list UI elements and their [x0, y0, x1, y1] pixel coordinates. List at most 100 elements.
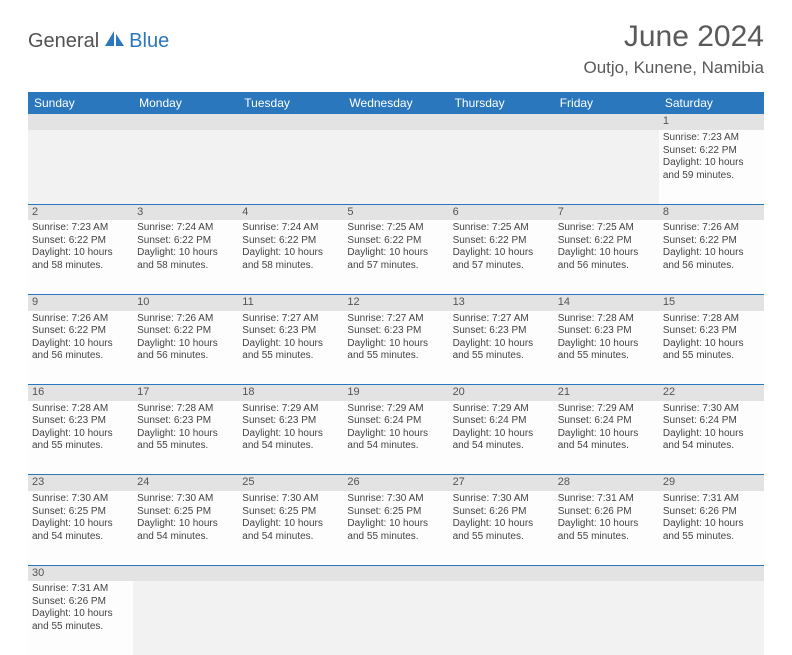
sunset-line: Sunset: 6:22 PM	[558, 235, 655, 248]
week-row: Sunrise: 7:31 AMSunset: 6:26 PMDaylight:…	[28, 581, 764, 655]
day-cell	[238, 581, 343, 655]
daylight-line: Daylight: 10 hours and 55 minutes.	[663, 518, 760, 543]
sunrise-line: Sunrise: 7:27 AM	[242, 313, 339, 326]
weekday-header: Thursday	[449, 92, 554, 114]
day-number-cell	[133, 114, 238, 130]
sunrise-line: Sunrise: 7:30 AM	[663, 403, 760, 416]
sunset-line: Sunset: 6:22 PM	[453, 235, 550, 248]
day-cell: Sunrise: 7:28 AMSunset: 6:23 PMDaylight:…	[554, 311, 659, 385]
sunrise-line: Sunrise: 7:26 AM	[663, 222, 760, 235]
daylight-line: Daylight: 10 hours and 57 minutes.	[347, 247, 444, 272]
day-cell: Sunrise: 7:23 AMSunset: 6:22 PMDaylight:…	[28, 220, 133, 294]
sunset-line: Sunset: 6:24 PM	[453, 415, 550, 428]
day-number-cell	[554, 565, 659, 581]
sunset-line: Sunset: 6:22 PM	[137, 235, 234, 248]
day-number-row: 2345678	[28, 204, 764, 220]
daylight-line: Daylight: 10 hours and 55 minutes.	[453, 338, 550, 363]
day-cell	[554, 581, 659, 655]
day-cell: Sunrise: 7:23 AMSunset: 6:22 PMDaylight:…	[659, 130, 764, 204]
day-number-cell: 8	[659, 204, 764, 220]
sunset-line: Sunset: 6:23 PM	[347, 325, 444, 338]
logo-sail-icon	[104, 30, 126, 53]
sunset-line: Sunset: 6:23 PM	[32, 415, 129, 428]
daylight-line: Daylight: 10 hours and 55 minutes.	[137, 428, 234, 453]
day-cell: Sunrise: 7:31 AMSunset: 6:26 PMDaylight:…	[554, 491, 659, 565]
day-cell: Sunrise: 7:28 AMSunset: 6:23 PMDaylight:…	[133, 401, 238, 475]
day-cell	[133, 581, 238, 655]
day-number-cell: 15	[659, 294, 764, 310]
daylight-line: Daylight: 10 hours and 55 minutes.	[558, 338, 655, 363]
sunrise-line: Sunrise: 7:30 AM	[32, 493, 129, 506]
daylight-line: Daylight: 10 hours and 56 minutes.	[137, 338, 234, 363]
day-number-cell: 3	[133, 204, 238, 220]
title-block: June 2024 Outjo, Kunene, Namibia	[584, 20, 765, 78]
sunrise-line: Sunrise: 7:27 AM	[347, 313, 444, 326]
sunrise-line: Sunrise: 7:29 AM	[558, 403, 655, 416]
sunrise-line: Sunrise: 7:28 AM	[137, 403, 234, 416]
sunset-line: Sunset: 6:23 PM	[558, 325, 655, 338]
sunrise-line: Sunrise: 7:29 AM	[453, 403, 550, 416]
sunset-line: Sunset: 6:22 PM	[347, 235, 444, 248]
day-number-row: 1	[28, 114, 764, 130]
daylight-line: Daylight: 10 hours and 56 minutes.	[663, 247, 760, 272]
daylight-line: Daylight: 10 hours and 55 minutes.	[347, 518, 444, 543]
sunset-line: Sunset: 6:24 PM	[558, 415, 655, 428]
day-cell: Sunrise: 7:30 AMSunset: 6:25 PMDaylight:…	[28, 491, 133, 565]
sunset-line: Sunset: 6:22 PM	[32, 235, 129, 248]
sunrise-line: Sunrise: 7:29 AM	[242, 403, 339, 416]
sunset-line: Sunset: 6:24 PM	[663, 415, 760, 428]
sunrise-line: Sunrise: 7:24 AM	[242, 222, 339, 235]
day-number-cell: 29	[659, 475, 764, 491]
day-cell: Sunrise: 7:24 AMSunset: 6:22 PMDaylight:…	[133, 220, 238, 294]
sunrise-line: Sunrise: 7:26 AM	[137, 313, 234, 326]
weekday-header-row: Sunday Monday Tuesday Wednesday Thursday…	[28, 92, 764, 114]
day-cell	[343, 581, 448, 655]
day-number-cell: 6	[449, 204, 554, 220]
sunrise-line: Sunrise: 7:31 AM	[558, 493, 655, 506]
day-number-cell: 10	[133, 294, 238, 310]
daylight-line: Daylight: 10 hours and 55 minutes.	[32, 608, 129, 633]
day-cell: Sunrise: 7:24 AMSunset: 6:22 PMDaylight:…	[238, 220, 343, 294]
sunset-line: Sunset: 6:22 PM	[663, 145, 760, 158]
weekday-header: Tuesday	[238, 92, 343, 114]
day-number-cell: 2	[28, 204, 133, 220]
daylight-line: Daylight: 10 hours and 57 minutes.	[453, 247, 550, 272]
day-cell: Sunrise: 7:31 AMSunset: 6:26 PMDaylight:…	[659, 491, 764, 565]
daylight-line: Daylight: 10 hours and 54 minutes.	[137, 518, 234, 543]
sunrise-line: Sunrise: 7:23 AM	[663, 132, 760, 145]
daylight-line: Daylight: 10 hours and 55 minutes.	[32, 428, 129, 453]
daylight-line: Daylight: 10 hours and 58 minutes.	[137, 247, 234, 272]
day-number-cell	[343, 565, 448, 581]
day-number-cell: 22	[659, 385, 764, 401]
day-cell: Sunrise: 7:28 AMSunset: 6:23 PMDaylight:…	[659, 311, 764, 385]
day-number-cell: 19	[343, 385, 448, 401]
calendar-table: Sunday Monday Tuesday Wednesday Thursday…	[28, 92, 764, 655]
day-number-cell	[343, 114, 448, 130]
sunset-line: Sunset: 6:23 PM	[242, 415, 339, 428]
day-cell: Sunrise: 7:29 AMSunset: 6:24 PMDaylight:…	[343, 401, 448, 475]
logo-text-blue: Blue	[129, 30, 169, 53]
day-number-cell	[238, 565, 343, 581]
day-cell: Sunrise: 7:30 AMSunset: 6:26 PMDaylight:…	[449, 491, 554, 565]
sunrise-line: Sunrise: 7:29 AM	[347, 403, 444, 416]
day-cell	[238, 130, 343, 204]
sunset-line: Sunset: 6:25 PM	[347, 506, 444, 519]
weekday-header: Wednesday	[343, 92, 448, 114]
day-cell: Sunrise: 7:29 AMSunset: 6:24 PMDaylight:…	[449, 401, 554, 475]
day-cell: Sunrise: 7:26 AMSunset: 6:22 PMDaylight:…	[28, 311, 133, 385]
day-cell: Sunrise: 7:26 AMSunset: 6:22 PMDaylight:…	[133, 311, 238, 385]
day-number-cell: 18	[238, 385, 343, 401]
week-row: Sunrise: 7:23 AMSunset: 6:22 PMDaylight:…	[28, 220, 764, 294]
sunset-line: Sunset: 6:26 PM	[453, 506, 550, 519]
daylight-line: Daylight: 10 hours and 54 minutes.	[558, 428, 655, 453]
week-row: Sunrise: 7:23 AMSunset: 6:22 PMDaylight:…	[28, 130, 764, 204]
sunrise-line: Sunrise: 7:30 AM	[453, 493, 550, 506]
sunset-line: Sunset: 6:25 PM	[32, 506, 129, 519]
sunrise-line: Sunrise: 7:30 AM	[347, 493, 444, 506]
day-number-cell	[238, 114, 343, 130]
week-row: Sunrise: 7:28 AMSunset: 6:23 PMDaylight:…	[28, 401, 764, 475]
day-number-cell	[449, 114, 554, 130]
day-number-cell: 5	[343, 204, 448, 220]
week-row: Sunrise: 7:30 AMSunset: 6:25 PMDaylight:…	[28, 491, 764, 565]
day-cell: Sunrise: 7:27 AMSunset: 6:23 PMDaylight:…	[449, 311, 554, 385]
